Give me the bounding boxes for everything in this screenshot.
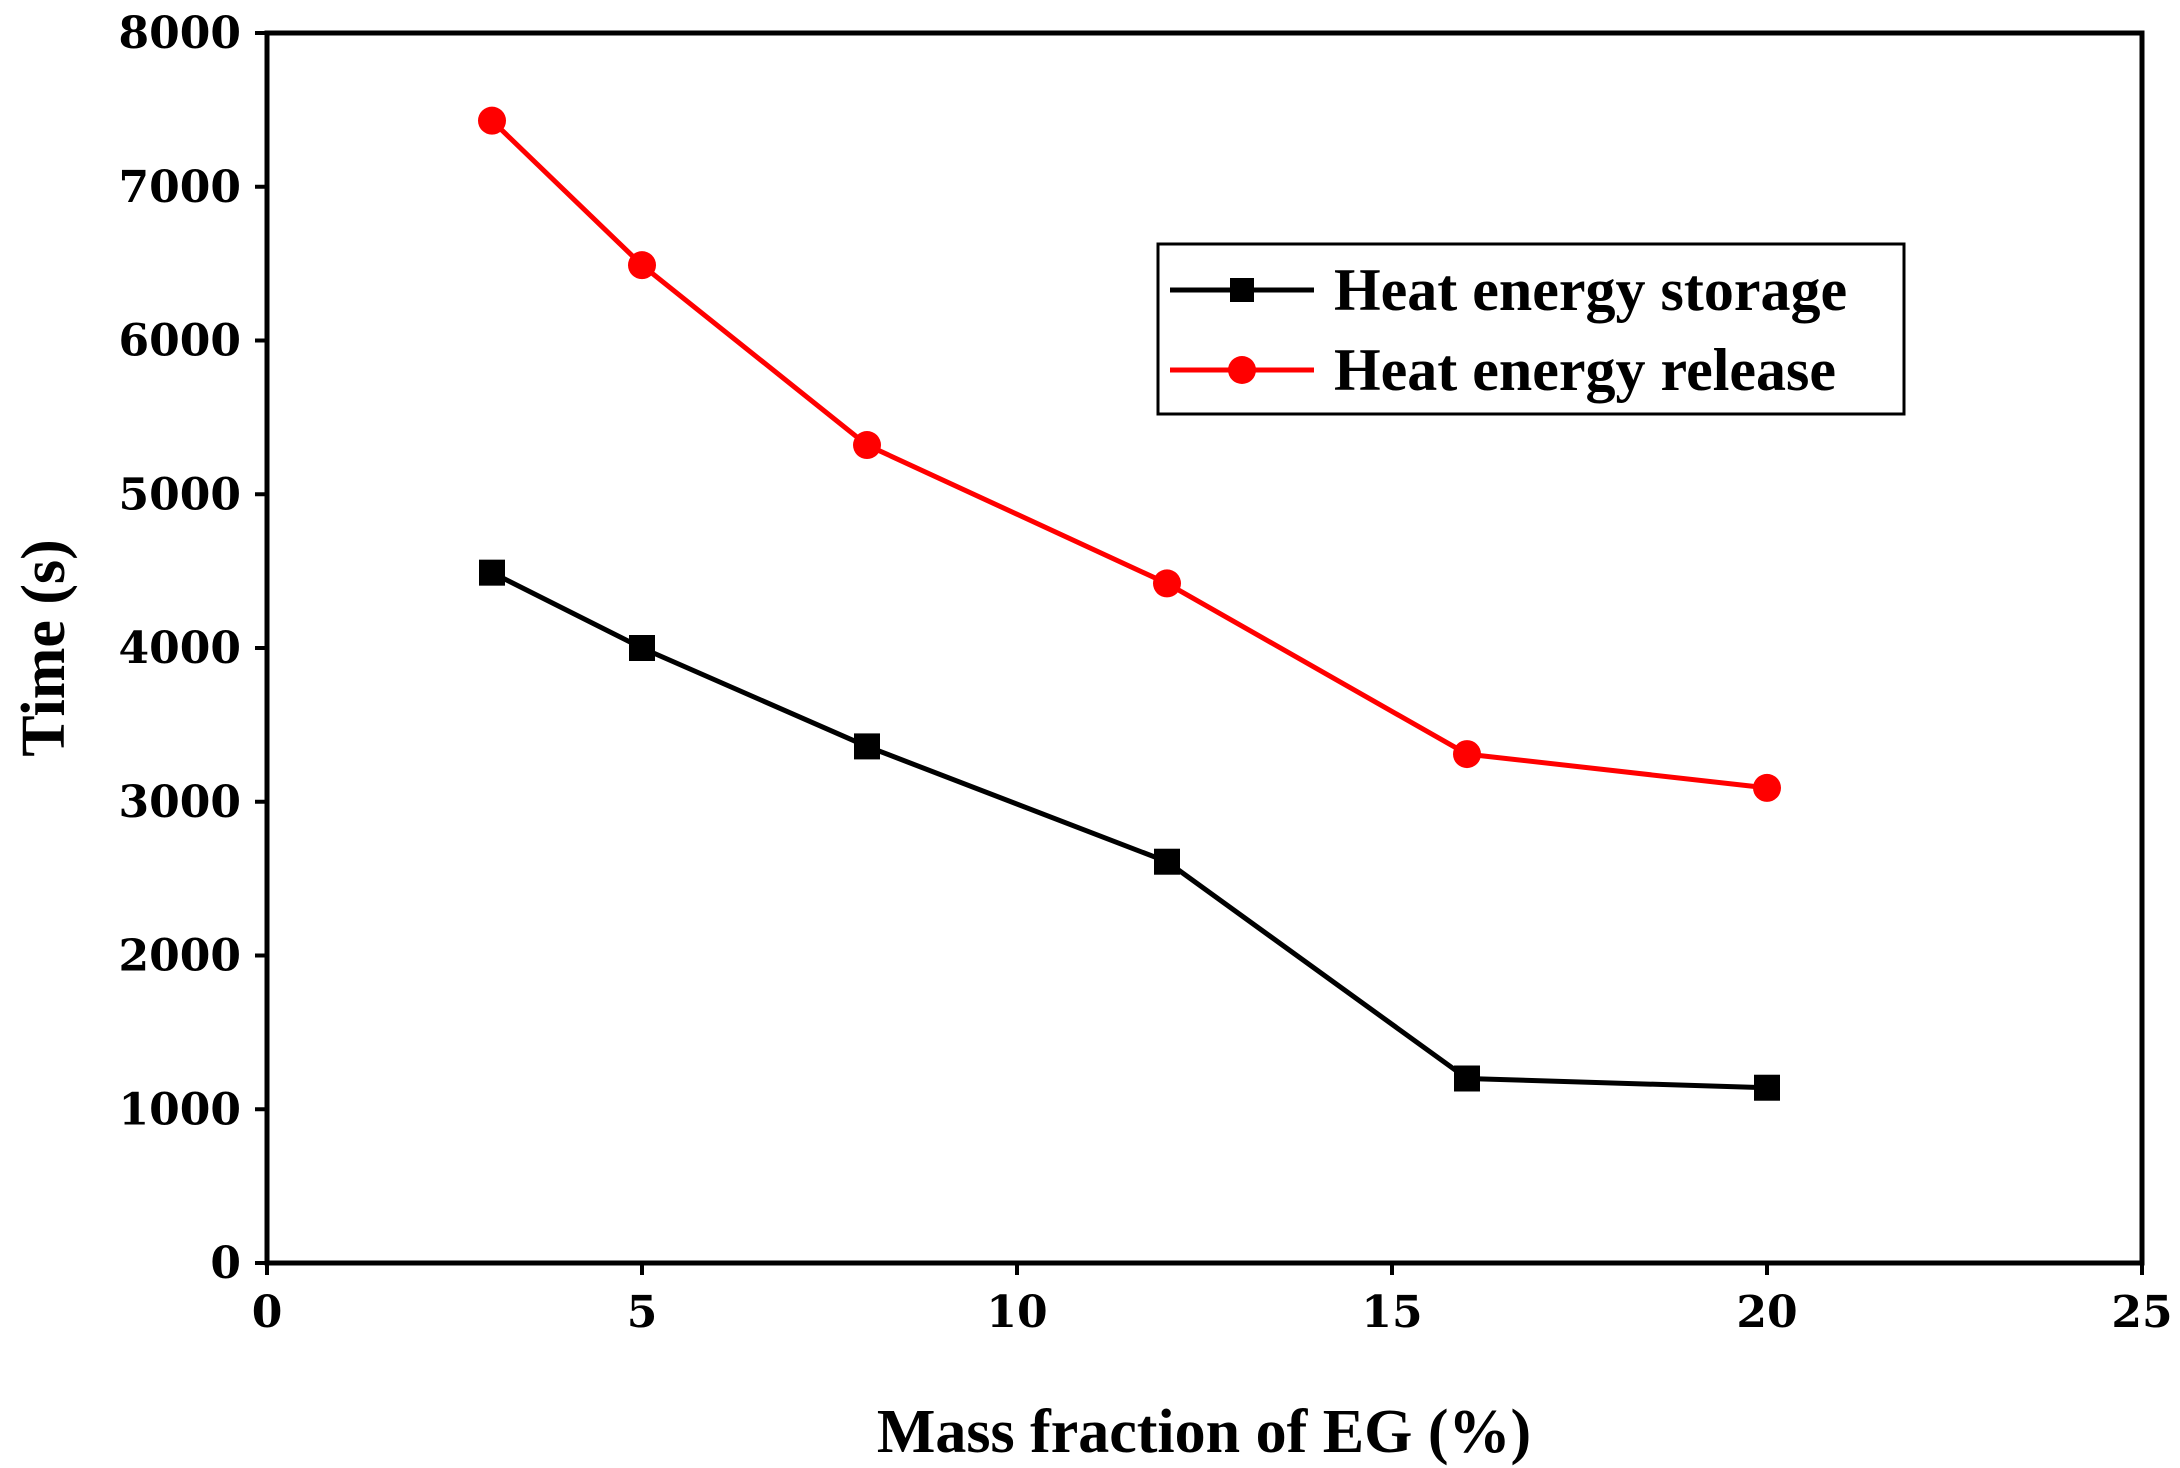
data-point-heat-energy-storage <box>1454 1065 1480 1092</box>
y-tick-label: 1000 <box>119 1084 241 1135</box>
data-point-heat-energy-storage <box>479 559 505 586</box>
legend-box <box>1156 242 1906 416</box>
data-point-heat-energy-storage <box>854 733 880 760</box>
x-tick-label: 0 <box>252 1287 283 1338</box>
legend-marker-release <box>1228 356 1256 384</box>
data-point-heat-energy-storage <box>629 635 655 661</box>
x-tick-label: 25 <box>2111 1287 2172 1338</box>
x-tick-label: 5 <box>627 1287 658 1338</box>
legend-label-storage: Heat energy storage <box>1334 257 1847 323</box>
legend: Heat energy storage Heat energy release <box>1156 242 1906 416</box>
y-tick-label: 2000 <box>119 931 241 982</box>
y-tick-label: 0 <box>210 1238 241 1289</box>
legend-label-release: Heat energy release <box>1334 337 1836 403</box>
x-tick-label: 20 <box>1736 1287 1797 1338</box>
x-tick-label: 10 <box>986 1287 1047 1338</box>
series-line-heat-energy-release <box>490 118 1768 791</box>
data-point-heat-energy-release <box>1153 569 1181 598</box>
y-axis: 0 1000 2000 3000 4000 5000 6000 7000 8000 <box>119 8 267 1289</box>
x-axis-title: Mass fraction of EG (%) <box>877 1398 1531 1466</box>
series-line-heat-energy-storage <box>490 570 1768 1091</box>
y-tick-label: 5000 <box>119 469 241 520</box>
y-tick-label: 3000 <box>119 777 241 828</box>
data-point-heat-energy-release <box>478 106 506 135</box>
data-point-heat-energy-storage <box>1754 1074 1780 1101</box>
data-point-heat-energy-release <box>1753 773 1781 802</box>
data-point-heat-energy-release <box>1453 740 1481 769</box>
data-point-heat-energy-release <box>853 431 881 460</box>
data-point-heat-energy-storage <box>1154 848 1180 875</box>
y-tick-label: 8000 <box>119 8 241 59</box>
legend-marker-storage <box>1230 278 1254 302</box>
x-axis: 0 5 10 15 20 25 <box>252 1263 2173 1338</box>
y-axis-title: Time (s) <box>10 539 78 757</box>
y-tick-label: 7000 <box>119 162 241 213</box>
x-tick-label: 15 <box>1361 1287 1422 1338</box>
y-tick-label: 6000 <box>119 316 241 367</box>
y-tick-label: 4000 <box>119 623 241 674</box>
data-point-heat-energy-release <box>628 251 656 280</box>
series-layer <box>478 106 1781 1101</box>
